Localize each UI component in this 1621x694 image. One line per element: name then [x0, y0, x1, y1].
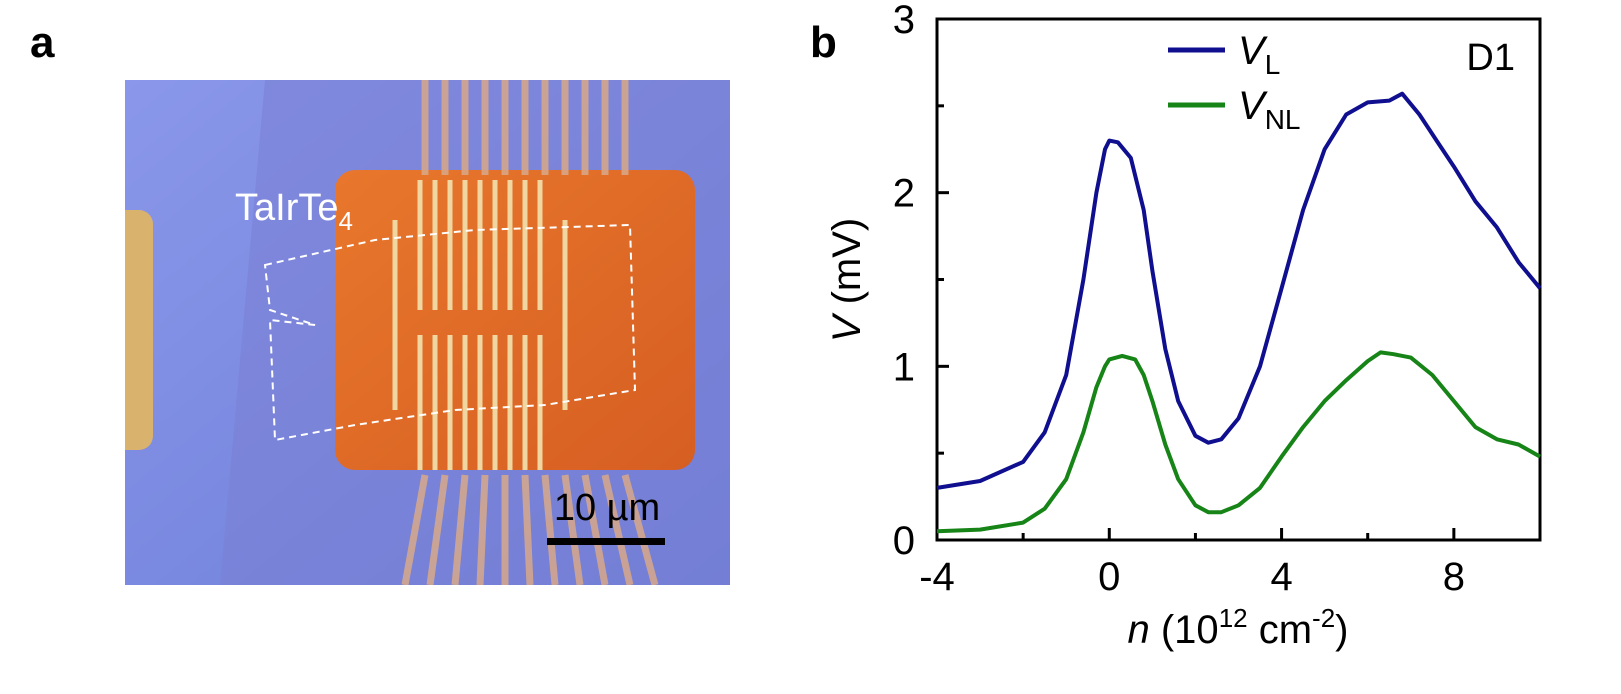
y-tick-label: 3: [893, 0, 915, 42]
panel-label-b: b: [810, 18, 837, 67]
inner-electrodes: [392, 180, 568, 470]
x-tick-label: -4: [919, 555, 955, 599]
gold-pad: [335, 170, 695, 470]
left-contact-pad: [125, 210, 153, 450]
device-micrograph: TaIrTe4 10 µm: [125, 80, 730, 585]
scale-bar-label: 10 µm: [554, 487, 660, 529]
y-tick-label: 2: [893, 172, 915, 216]
y-tick-label: 1: [893, 345, 915, 389]
series-line-vnl: [936, 350, 1541, 534]
y-axis-label: V (mV): [825, 218, 869, 342]
plot-frame: [935, 17, 1542, 542]
contact-leads: [401, 80, 659, 585]
legend-label: VL: [1238, 29, 1280, 80]
x-axis-label: n (1012 cm-2): [1128, 603, 1349, 652]
x-tick-label: 0: [1098, 555, 1120, 599]
scale-bar: [547, 538, 665, 545]
y-tick-label: 0: [893, 519, 915, 563]
series-line-vl: [936, 91, 1542, 490]
panel-label-a: a: [30, 18, 55, 67]
sample-label: TaIrTe4: [235, 187, 353, 236]
annotation-d1: D1: [1466, 37, 1515, 79]
x-tick-label: 8: [1443, 555, 1465, 599]
legend-label: VNL: [1238, 84, 1300, 135]
flake-outline: [263, 223, 637, 442]
x-tick-label: 4: [1270, 555, 1292, 599]
